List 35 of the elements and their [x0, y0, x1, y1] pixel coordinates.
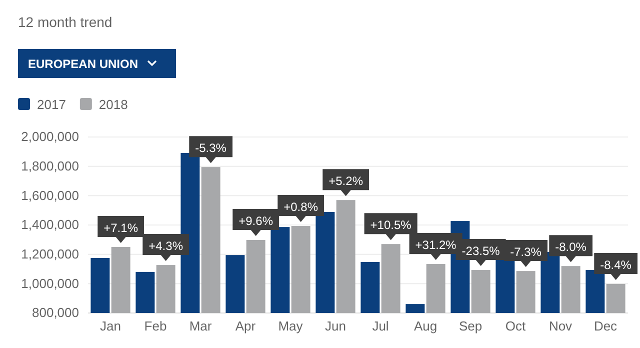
annotation: -23.5% [462, 244, 500, 258]
x-tick-label: Aug [414, 318, 438, 334]
x-tick-label: Jan [100, 318, 121, 334]
y-tick-label: 1,800,000 [21, 158, 79, 174]
legend-label: 2017 [37, 97, 66, 112]
x-tick-label: Jul [372, 318, 389, 334]
x-tick-label: Jun [325, 318, 346, 334]
chart-subtitle: 12 month trend [18, 14, 112, 30]
annotation: -5.3% [195, 141, 227, 156]
annotation: +10.5% [370, 218, 412, 232]
annotation: -8.4% [600, 258, 632, 272]
annotation: +5.2% [328, 174, 364, 188]
annotation: +0.8% [284, 200, 318, 214]
annotation: +4.3% [148, 239, 184, 254]
x-tick-label: May [278, 318, 304, 334]
y-tick-label: 1,000,000 [21, 276, 79, 291]
annotation: -7.3% [510, 245, 542, 260]
annotation: +9.6% [238, 214, 274, 228]
x-tick-label: Oct [505, 318, 526, 334]
y-tick-label: 1,200,000 [21, 246, 79, 262]
annotation: -8.0% [555, 240, 587, 254]
x-tick-label: Nov [548, 318, 573, 334]
y-tick-label: 2,000,000 [21, 129, 79, 144]
annotation: +7.1% [104, 221, 138, 235]
x-tick-label: Mar [189, 318, 212, 334]
annotation: +31.2% [415, 238, 457, 252]
x-tick-label: Apr [235, 318, 256, 334]
x-tick-label: Feb [144, 318, 167, 334]
y-tick-label: 1,600,000 [21, 188, 79, 203]
y-tick-label: 800,000 [32, 305, 79, 320]
legend-label: 2018 [98, 97, 128, 112]
y-tick-label: 1,400,000 [21, 217, 79, 232]
x-tick-label: Sep [458, 318, 482, 334]
x-tick-label: Dec [594, 318, 618, 334]
dropdown-button: EUROPEAN UNION [18, 49, 176, 78]
